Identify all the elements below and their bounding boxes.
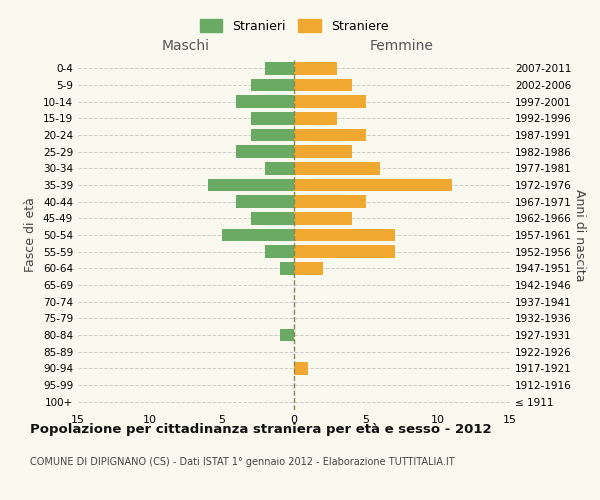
Bar bbox=[251, 129, 294, 141]
Text: Maschi: Maschi bbox=[162, 39, 210, 53]
Bar bbox=[265, 162, 294, 174]
Text: Femmine: Femmine bbox=[370, 39, 434, 53]
Y-axis label: Anni di nascita: Anni di nascita bbox=[572, 188, 586, 281]
Bar bbox=[294, 362, 308, 374]
Bar bbox=[236, 96, 294, 108]
Bar bbox=[251, 212, 294, 224]
Bar bbox=[280, 329, 294, 341]
Bar bbox=[294, 162, 380, 174]
Bar bbox=[294, 179, 452, 192]
Bar bbox=[294, 146, 352, 158]
Y-axis label: Fasce di età: Fasce di età bbox=[25, 198, 37, 272]
Bar bbox=[294, 129, 366, 141]
Bar bbox=[208, 179, 294, 192]
Bar bbox=[265, 62, 294, 74]
Bar bbox=[251, 112, 294, 124]
Bar bbox=[236, 196, 294, 208]
Bar bbox=[294, 79, 352, 92]
Bar bbox=[294, 262, 323, 274]
Bar bbox=[294, 196, 366, 208]
Bar bbox=[294, 229, 395, 241]
Text: COMUNE DI DIPIGNANO (CS) - Dati ISTAT 1° gennaio 2012 - Elaborazione TUTTITALIA.: COMUNE DI DIPIGNANO (CS) - Dati ISTAT 1°… bbox=[30, 457, 455, 467]
Bar bbox=[294, 246, 395, 258]
Legend: Stranieri, Straniere: Stranieri, Straniere bbox=[200, 19, 388, 33]
Bar bbox=[251, 79, 294, 92]
Bar bbox=[294, 212, 352, 224]
Text: Popolazione per cittadinanza straniera per età e sesso - 2012: Popolazione per cittadinanza straniera p… bbox=[30, 422, 491, 436]
Bar bbox=[236, 146, 294, 158]
Bar bbox=[294, 96, 366, 108]
Bar bbox=[280, 262, 294, 274]
Bar bbox=[294, 62, 337, 74]
Bar bbox=[222, 229, 294, 241]
Bar bbox=[294, 112, 337, 124]
Bar bbox=[265, 246, 294, 258]
